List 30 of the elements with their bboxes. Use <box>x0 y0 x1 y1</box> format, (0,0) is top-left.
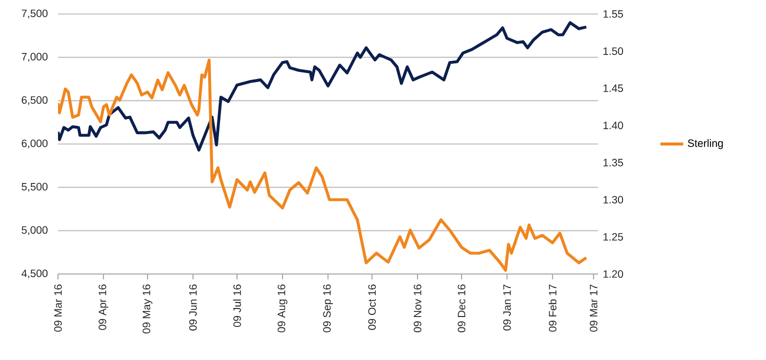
x-tick-label: 09 Apr 16 <box>98 284 108 330</box>
y2-tick-label: 1.35 <box>604 158 624 166</box>
y-tick-label: 5,500 <box>22 182 48 192</box>
x-tick-label: 09 Feb 17 <box>548 284 556 332</box>
y-tick-label: 4,500 <box>22 270 48 278</box>
y-tick-label: 6,500 <box>22 96 48 106</box>
x-tick-label: 09 Nov 16 <box>414 284 422 332</box>
y2-tick-label: 1.30 <box>604 196 624 204</box>
x-tick-label: 09 Jul 16 <box>233 284 241 327</box>
y2-tick-label: 1.50 <box>604 47 624 55</box>
x-tick-label: 09 Jun 16 <box>189 284 197 330</box>
y-tick-label: 7,500 <box>22 10 48 18</box>
legend-label: Sterling <box>688 139 723 150</box>
y-tick-label: 7,000 <box>22 52 48 62</box>
line-series <box>58 21 588 152</box>
x-tick-label: 09 Jan 17 <box>503 284 511 330</box>
x-tick-label: 09 Dec 16 <box>458 284 466 332</box>
y-tick-label: 6,000 <box>22 140 48 148</box>
x-tick-label: 09 Sep 16 <box>323 284 333 332</box>
y2-tick-label: 1.40 <box>604 122 624 130</box>
y2-tick-label: 1.25 <box>604 233 624 241</box>
x-tick-label: 09 May 16 <box>142 284 152 334</box>
x-tick-label: 09 Mar 16 <box>54 284 62 332</box>
y2-tick-label: 1.45 <box>604 84 624 92</box>
x-tick-label: 09 Oct 16 <box>368 284 376 330</box>
y2-tick-label: 1.55 <box>604 10 624 18</box>
x-tick-label: 09 Mar 17 <box>590 284 598 332</box>
x-tick-label: 09 Aug 16 <box>278 284 288 332</box>
y-tick-label: 5,000 <box>22 226 48 236</box>
y2-tick-label: 1.20 <box>604 270 624 278</box>
